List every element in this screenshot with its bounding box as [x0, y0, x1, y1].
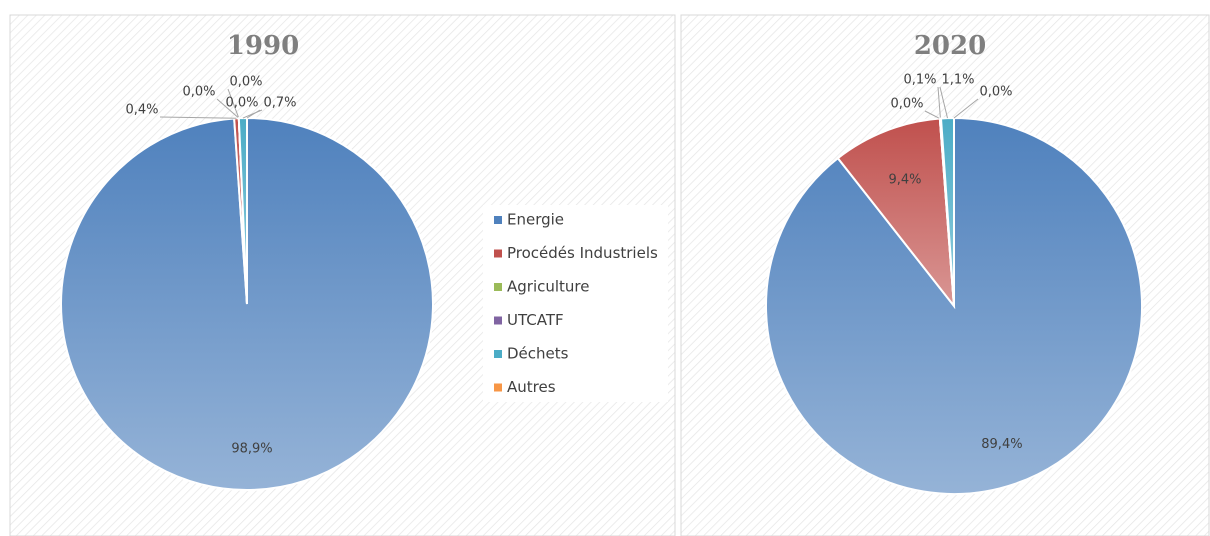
legend-label: Procédés Industriels	[507, 244, 658, 262]
pie-slice	[836, 117, 956, 310]
data-label: 0,0%	[890, 97, 923, 112]
chart-title: 2020	[914, 31, 986, 61]
legend-swatch	[494, 350, 502, 358]
legend-label: Agriculture	[507, 278, 590, 296]
chart-title: 1990	[227, 31, 299, 61]
legend-swatch	[494, 249, 502, 258]
legend-box	[483, 205, 668, 402]
data-label: 9,4%	[888, 172, 921, 187]
legend-swatch	[494, 383, 502, 392]
leader-line	[216, 98, 240, 119]
data-label: 1,1%	[941, 73, 974, 88]
legend-label: UTCATF	[507, 311, 564, 329]
legend-swatch	[494, 316, 502, 325]
data-label: 0,4%	[125, 103, 158, 118]
leader-line	[953, 98, 979, 119]
data-label: 0,7%	[263, 96, 296, 111]
data-label: 0,0%	[182, 85, 215, 100]
leader-line	[939, 86, 948, 119]
legend-label: Autres	[507, 378, 556, 396]
data-label: 0,1%	[903, 73, 936, 88]
data-label: 98,9%	[231, 441, 272, 456]
leader-line	[242, 109, 263, 119]
leader-line	[937, 86, 941, 119]
legend-swatch	[494, 216, 502, 224]
leader-line	[159, 116, 237, 119]
legend-label: Energie	[507, 211, 564, 229]
leader-line	[227, 88, 240, 119]
leader-line	[246, 109, 261, 119]
data-label: 0,0%	[229, 75, 262, 90]
data-label: 0,0%	[979, 85, 1012, 100]
leader-line	[924, 110, 941, 119]
legend-label: Déchets	[507, 345, 569, 363]
legend-swatch	[494, 283, 502, 291]
data-label: 0,0%	[225, 96, 258, 111]
data-label: 89,4%	[981, 437, 1022, 452]
